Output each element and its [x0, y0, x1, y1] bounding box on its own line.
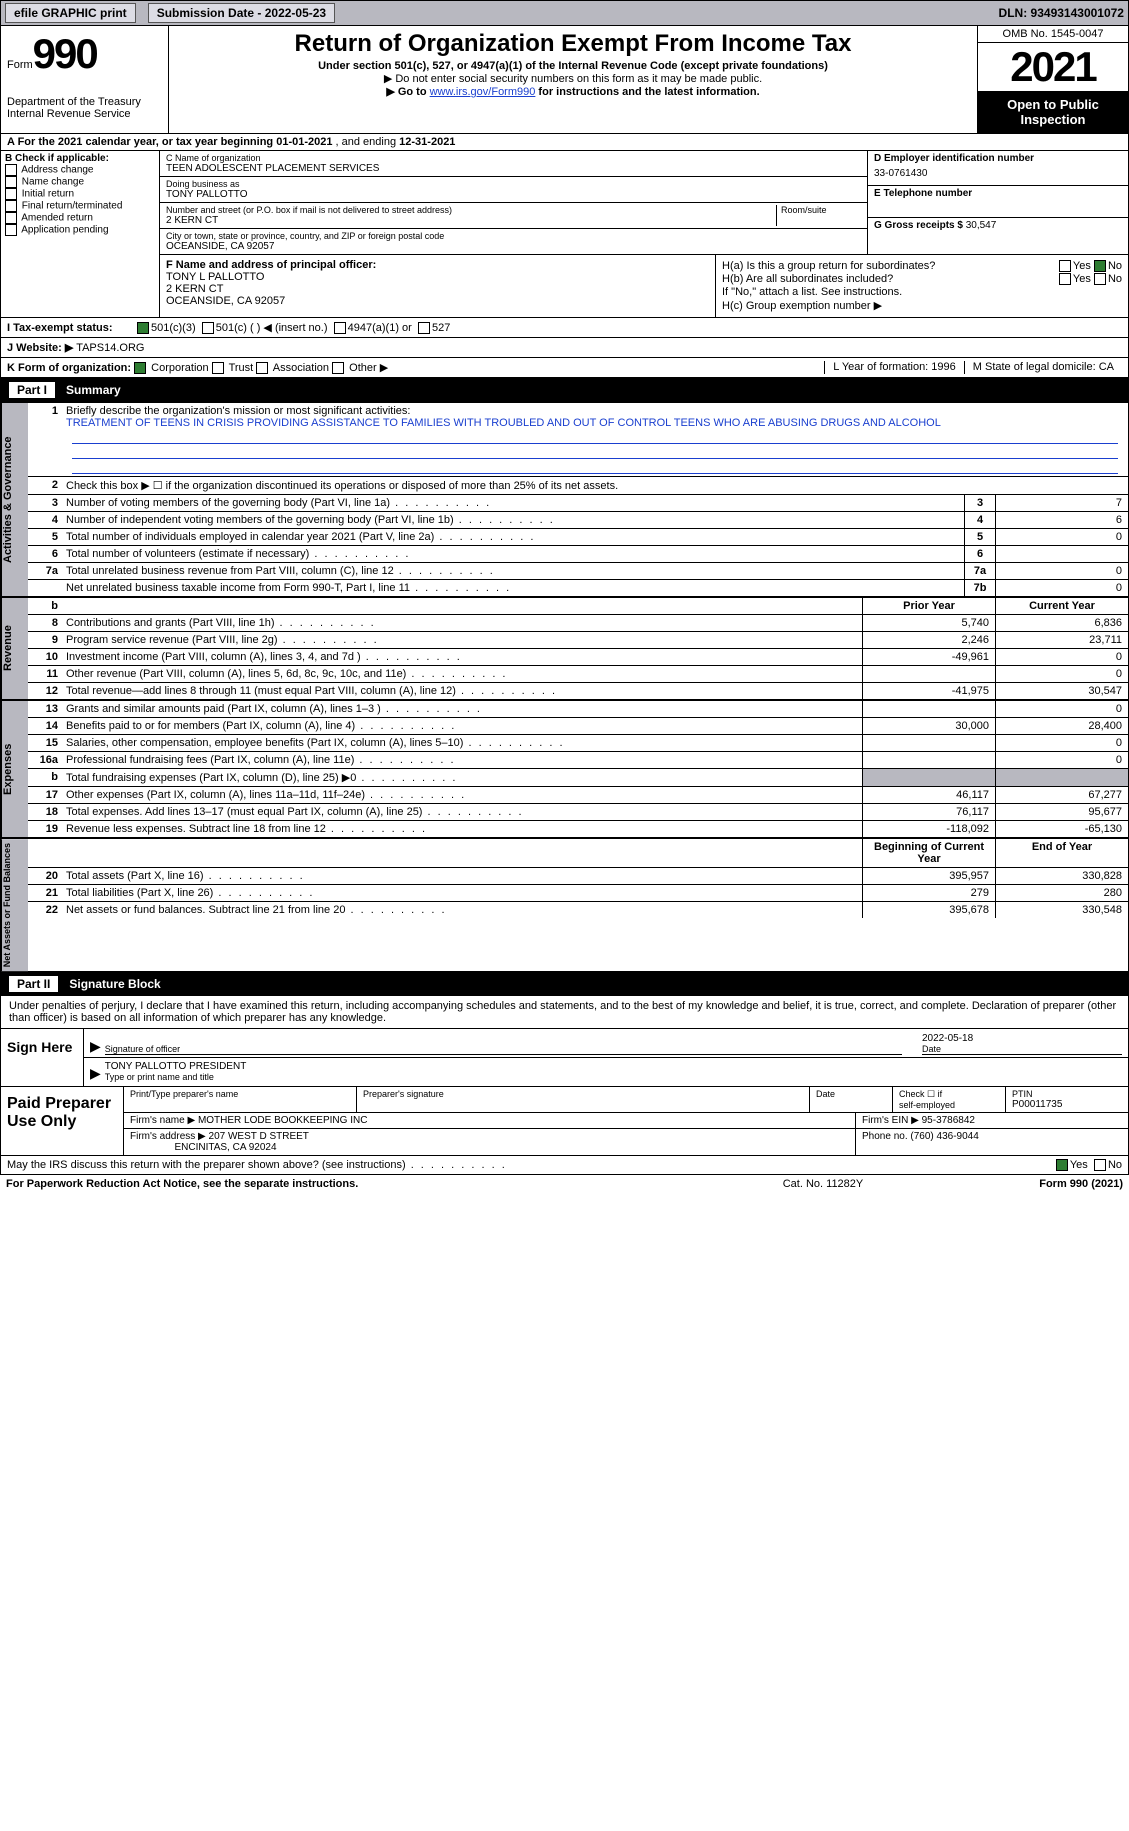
- line-5: 5Total number of individuals employed in…: [28, 529, 1128, 546]
- activities-governance: Activities & Governance 1Briefly describ…: [0, 402, 1129, 597]
- chk-initial-return[interactable]: Initial return: [5, 188, 155, 200]
- chk-application-pending[interactable]: Application pending: [5, 224, 155, 236]
- part1-header: Part ISummary: [0, 378, 1129, 402]
- col-c: C Name of organizationTEEN ADOLESCENT PL…: [160, 151, 868, 254]
- paid-preparer: Paid Preparer Use Only Print/Type prepar…: [0, 1087, 1129, 1156]
- line-6: 6Total number of volunteers (estimate if…: [28, 546, 1128, 563]
- line-9: 9Program service revenue (Part VIII, lin…: [28, 632, 1128, 649]
- omb-number: OMB No. 1545-0047: [978, 26, 1128, 43]
- revenue-block: Revenue bPrior YearCurrent Year 8Contrib…: [0, 597, 1129, 700]
- row-a: A For the 2021 calendar year, or tax yea…: [0, 134, 1129, 151]
- expenses-block: Expenses 13Grants and similar amounts pa…: [0, 700, 1129, 838]
- submission-date: Submission Date - 2022-05-23: [148, 3, 335, 23]
- topbar: efile GRAPHIC print Submission Date - 20…: [0, 0, 1129, 26]
- line-10: 10Investment income (Part VIII, column (…: [28, 649, 1128, 666]
- subtitle-1: Under section 501(c), 527, or 4947(a)(1)…: [175, 60, 971, 72]
- chk-amended-return[interactable]: Amended return: [5, 212, 155, 224]
- line-8: 8Contributions and grants (Part VIII, li…: [28, 615, 1128, 632]
- line-b: bTotal fundraising expenses (Part IX, co…: [28, 769, 1128, 787]
- line-i: I Tax-exempt status: 501(c)(3) 501(c) ( …: [0, 318, 1129, 338]
- form-word: Form: [7, 59, 33, 71]
- line-11: 11Other revenue (Part VIII, column (A), …: [28, 666, 1128, 683]
- subtitle-3: ▶ Go to www.irs.gov/Form990 for instruct…: [175, 85, 971, 98]
- perjury-declaration: Under penalties of perjury, I declare th…: [0, 996, 1129, 1029]
- line-20: 20Total assets (Part X, line 16)395,9573…: [28, 868, 1128, 885]
- efile-btn[interactable]: efile GRAPHIC print: [5, 3, 136, 23]
- chk-address-change[interactable]: Address change: [5, 164, 155, 176]
- line-13: 13Grants and similar amounts paid (Part …: [28, 701, 1128, 718]
- netassets-block: Net Assets or Fund Balances Beginning of…: [0, 838, 1129, 972]
- form-number: 990: [33, 30, 97, 77]
- box-h: H(a) Is this a group return for subordin…: [716, 255, 1128, 317]
- line-15: 15Salaries, other compensation, employee…: [28, 735, 1128, 752]
- dln: DLN: 93493143001072: [999, 6, 1124, 20]
- line-21: 21Total liabilities (Part X, line 26)279…: [28, 885, 1128, 902]
- line-16a: 16aProfessional fundraising fees (Part I…: [28, 752, 1128, 769]
- line-j: J Website: ▶ TAPS14.ORG: [0, 338, 1129, 358]
- form-header: Form990 Department of the Treasury Inter…: [0, 26, 1129, 134]
- part2-header: Part IISignature Block: [0, 972, 1129, 996]
- form-title: Return of Organization Exempt From Incom…: [175, 30, 971, 58]
- footer: For Paperwork Reduction Act Notice, see …: [0, 1175, 1129, 1193]
- irs: Internal Revenue Service: [7, 108, 162, 120]
- col-de: D Employer identification number33-07614…: [868, 151, 1128, 254]
- line-7b: Net unrelated business taxable income fr…: [28, 580, 1128, 596]
- line-12: 12Total revenue—add lines 8 through 11 (…: [28, 683, 1128, 699]
- line-14: 14Benefits paid to or for members (Part …: [28, 718, 1128, 735]
- line-k: K Form of organization: Corporation Trus…: [0, 358, 1129, 378]
- dept: Department of the Treasury: [7, 96, 162, 108]
- entity-block: B Check if applicable: Address change Na…: [0, 151, 1129, 318]
- chk-final-return-terminated[interactable]: Final return/terminated: [5, 200, 155, 212]
- chk-501c3[interactable]: [137, 322, 149, 334]
- line-22: 22Net assets or fund balances. Subtract …: [28, 902, 1128, 918]
- line-4: 4Number of independent voting members of…: [28, 512, 1128, 529]
- sign-here: Sign Here ▶Signature of officer2022-05-1…: [0, 1029, 1129, 1087]
- line-19: 19Revenue less expenses. Subtract line 1…: [28, 821, 1128, 837]
- col-b: B Check if applicable: Address change Na…: [1, 151, 160, 317]
- open-to-public: Open to Public Inspection: [978, 91, 1128, 133]
- line-17: 17Other expenses (Part IX, column (A), l…: [28, 787, 1128, 804]
- tax-year: 2021: [978, 43, 1128, 91]
- chk-name-change[interactable]: Name change: [5, 176, 155, 188]
- line-18: 18Total expenses. Add lines 13–17 (must …: [28, 804, 1128, 821]
- irs-link[interactable]: www.irs.gov/Form990: [430, 86, 536, 98]
- irs-discuss: May the IRS discuss this return with the…: [0, 1156, 1129, 1175]
- subtitle-2: ▶ Do not enter social security numbers o…: [175, 72, 971, 85]
- box-f: F Name and address of principal officer:…: [160, 255, 716, 317]
- line-3: 3Number of voting members of the governi…: [28, 495, 1128, 512]
- line-7a: 7aTotal unrelated business revenue from …: [28, 563, 1128, 580]
- chk-yes[interactable]: [1056, 1159, 1068, 1171]
